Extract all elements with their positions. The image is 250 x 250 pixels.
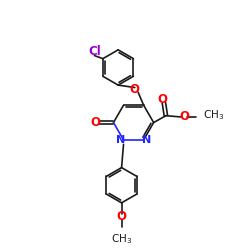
Text: O: O (179, 110, 189, 124)
Text: O: O (116, 210, 126, 223)
Text: O: O (157, 93, 167, 106)
Text: O: O (91, 116, 101, 129)
Text: CH$_3$: CH$_3$ (111, 232, 132, 245)
Text: N: N (142, 135, 151, 145)
Text: N: N (116, 135, 125, 145)
Text: O: O (130, 84, 140, 96)
Text: Cl: Cl (88, 46, 101, 59)
Text: CH$_3$: CH$_3$ (203, 108, 225, 122)
